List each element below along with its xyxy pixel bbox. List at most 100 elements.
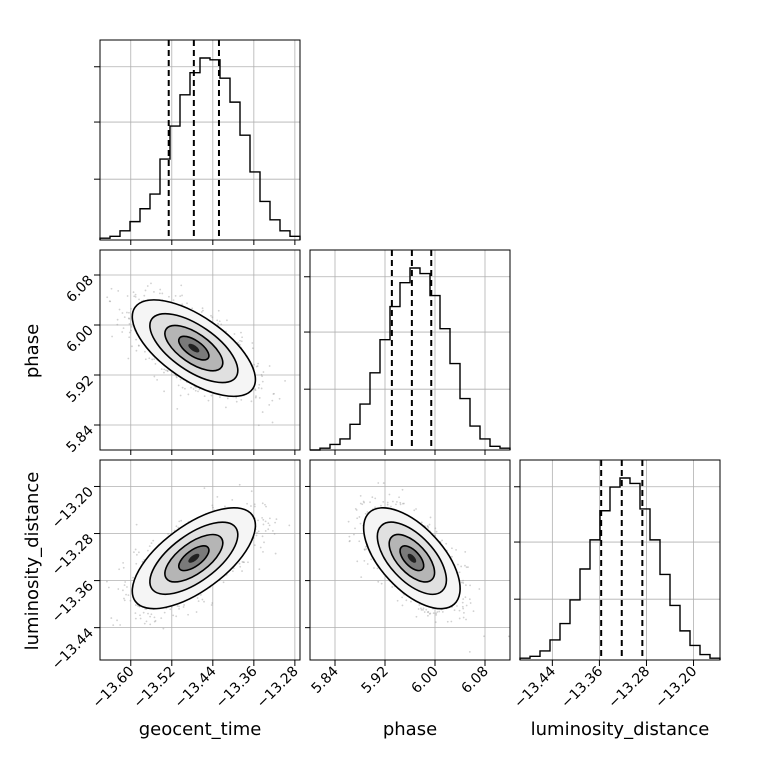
scatter-point	[137, 344, 140, 347]
scatter-point	[163, 611, 166, 614]
scatter-point	[253, 544, 256, 547]
scatter-point	[246, 502, 248, 505]
scatter-point	[135, 338, 137, 341]
scatter-point	[422, 607, 425, 610]
scatter-point	[468, 598, 471, 601]
scatter-point	[138, 344, 140, 347]
scatter-point	[401, 502, 404, 505]
scatter-point	[107, 586, 110, 589]
scatter-point	[161, 292, 164, 295]
scatter-point	[274, 521, 277, 524]
scatter-point	[464, 596, 467, 599]
scatter-point	[127, 594, 130, 597]
scatter-point	[152, 539, 155, 542]
scatter-point	[417, 608, 420, 610]
scatter-point	[165, 369, 167, 372]
scatter-point	[278, 397, 281, 400]
scatter-point	[425, 608, 428, 611]
scatter-point	[455, 548, 457, 551]
scatter-point	[106, 580, 108, 583]
scatter-point	[251, 347, 254, 350]
scatter-point	[288, 524, 291, 527]
scatter-point	[458, 617, 461, 620]
scatter-point	[363, 501, 365, 504]
scatter-point	[154, 619, 157, 622]
scatter-point	[256, 365, 259, 367]
scatter-point	[426, 611, 429, 614]
scatter-point	[451, 555, 453, 558]
scatter-point	[261, 535, 264, 538]
scatter-point	[462, 582, 465, 584]
scatter-point	[231, 570, 234, 573]
scatter-point	[148, 357, 151, 360]
y-tick-label: −13.36	[49, 578, 97, 626]
scatter-point	[220, 323, 223, 326]
scatter-point	[166, 369, 169, 372]
scatter-point	[469, 584, 472, 587]
scatter-point	[268, 517, 271, 520]
scatter-point	[176, 407, 179, 410]
scatter-point	[201, 598, 204, 601]
scatter-point	[253, 363, 256, 366]
scatter-point	[153, 291, 155, 293]
scatter-point	[123, 316, 126, 319]
scatter-point	[150, 613, 153, 616]
scatter-point	[122, 562, 125, 564]
scatter-point	[203, 487, 206, 490]
scatter-point	[146, 285, 149, 287]
scatter-point	[355, 509, 358, 511]
scatter-point	[210, 314, 212, 317]
scatter-point	[354, 527, 356, 530]
scatter-point	[239, 339, 241, 342]
hist-step-phase	[310, 267, 511, 451]
scatter-point	[415, 615, 418, 618]
scatter-point	[268, 365, 271, 367]
scatter-point	[130, 325, 133, 328]
scatter-point	[410, 600, 412, 603]
scatter-point	[456, 605, 458, 607]
scatter-point	[135, 553, 138, 556]
scatter-point	[382, 482, 385, 484]
scatter-point	[180, 519, 183, 522]
scatter-point	[258, 383, 261, 386]
scatter-point	[361, 503, 364, 506]
scatter-point	[380, 504, 382, 507]
scatter-point	[121, 312, 124, 314]
scatter-point	[132, 551, 135, 554]
scatter-point	[418, 604, 421, 606]
scatter-point	[130, 329, 132, 332]
scatter-point	[153, 358, 156, 361]
scatter-point	[264, 520, 267, 523]
scatter-point	[95, 572, 97, 574]
scatter-point	[146, 549, 149, 552]
scatter-point	[178, 605, 180, 608]
scatter-point	[133, 295, 136, 298]
scatter-point	[130, 307, 133, 310]
panel-2d-phase-vs-geocent_time	[92, 249, 301, 451]
scatter-point	[465, 604, 468, 607]
scatter-point	[203, 600, 205, 603]
scatter-point	[218, 320, 221, 323]
scatter-point	[261, 411, 264, 413]
scatter-point	[261, 502, 264, 505]
scatter-point	[149, 615, 152, 618]
density-contour-4	[407, 553, 417, 563]
ylabel-phase: phase	[22, 324, 43, 378]
scatter-point	[224, 505, 226, 508]
scatter-point	[429, 612, 432, 615]
scatter-point	[359, 522, 362, 525]
scatter-point	[212, 506, 214, 509]
scatter-point	[465, 566, 468, 569]
scatter-point	[178, 607, 180, 610]
scatter-point	[211, 316, 214, 319]
scatter-point	[359, 502, 362, 505]
scatter-point	[462, 607, 465, 610]
scatter-point	[186, 302, 188, 305]
scatter-point	[235, 400, 238, 403]
scatter-point	[167, 532, 169, 535]
scatter-point	[187, 393, 190, 396]
scatter-point	[92, 276, 94, 278]
scatter-point	[156, 378, 159, 381]
scatter-point	[251, 342, 254, 344]
xlabel-luminosity-distance: luminosity_distance	[531, 719, 710, 740]
